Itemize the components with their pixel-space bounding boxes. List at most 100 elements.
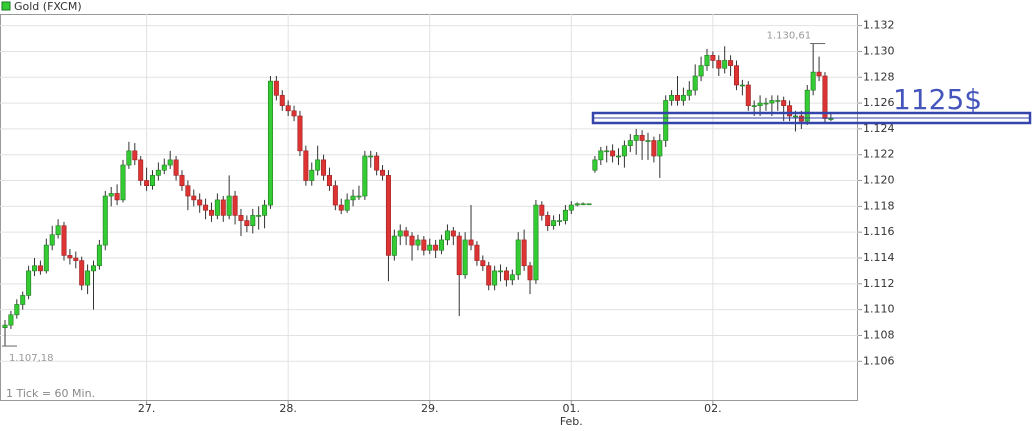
- candle-body: [226, 195, 232, 216]
- candle-body: [391, 235, 397, 256]
- candle-body: [492, 270, 498, 286]
- candle-body: [326, 175, 332, 186]
- candle-body: [397, 230, 403, 237]
- candle-body: [279, 95, 285, 106]
- candle-body: [728, 60, 734, 66]
- candle-body: [804, 89, 810, 122]
- y-tick-label: 1.108: [863, 328, 895, 341]
- candle-body: [120, 164, 126, 201]
- candle-body: [751, 105, 757, 107]
- candle-body: [781, 100, 787, 106]
- y-tick-label: 1.106: [863, 354, 895, 367]
- candle-body: [32, 265, 38, 272]
- candle-body: [8, 314, 14, 326]
- candle-body: [244, 220, 250, 227]
- candle-body: [775, 100, 781, 102]
- candle-body: [37, 265, 43, 272]
- candle-body: [521, 239, 527, 267]
- candle-body: [108, 193, 114, 197]
- candle-body: [155, 169, 161, 176]
- candle-body: [208, 209, 214, 216]
- candle-body: [610, 150, 616, 157]
- candle-body: [763, 102, 769, 105]
- candle-body: [433, 244, 439, 251]
- candle-body: [20, 295, 26, 305]
- candle-body: [350, 195, 356, 201]
- candle-body: [291, 110, 297, 117]
- candle-body: [663, 100, 669, 141]
- candle-body: [385, 175, 391, 256]
- candle-body: [462, 239, 468, 276]
- candle-body: [468, 239, 474, 246]
- candle-body: [439, 239, 445, 251]
- candle-body: [203, 204, 209, 211]
- candle-body: [332, 185, 338, 206]
- y-tick-label: 1.122: [863, 148, 895, 161]
- candle-body: [503, 270, 509, 281]
- candle-body: [533, 204, 539, 281]
- annotation: 1125$: [893, 83, 982, 116]
- x-tick-label: 02.: [704, 402, 722, 415]
- candle-body: [568, 204, 574, 211]
- candle-body: [551, 220, 557, 227]
- candle-body: [285, 105, 291, 112]
- candle-body: [686, 89, 692, 96]
- candle-body: [61, 225, 67, 256]
- candle-body: [580, 203, 586, 206]
- y-tick-label: 1.114: [863, 251, 895, 264]
- candle-body: [822, 75, 828, 119]
- candle-body: [2, 324, 8, 329]
- candle-body: [657, 140, 663, 157]
- candle-body: [616, 155, 622, 158]
- candle-body: [486, 265, 492, 286]
- candle-body: [114, 193, 120, 201]
- extreme-label: 1.130,61: [767, 31, 812, 42]
- candle-body: [792, 115, 798, 118]
- candle-body: [722, 60, 728, 69]
- candle-body: [633, 135, 639, 141]
- candle-body: [380, 169, 386, 176]
- marks: 1.106 1.108 1.110 1.112 1.114 1.116 1.118 1.120…: [0, 14, 895, 428]
- extreme-label: 1.107,18: [9, 353, 54, 364]
- candle-body: [639, 135, 645, 141]
- candle-body: [409, 235, 415, 246]
- candle-body: [545, 215, 551, 227]
- candle-body: [197, 199, 203, 206]
- candle-body: [338, 204, 344, 211]
- candle-body: [509, 274, 515, 281]
- candle-body: [374, 155, 380, 171]
- candle-body: [144, 180, 150, 186]
- candle-body: [256, 215, 262, 217]
- candle-body: [627, 140, 633, 146]
- candle-body: [480, 260, 486, 267]
- candle-body: [562, 209, 568, 221]
- chart-title: Gold (FXCM): [14, 0, 82, 13]
- candle-body: [586, 203, 592, 206]
- candle-body: [85, 270, 91, 286]
- candle-body: [474, 244, 480, 261]
- y-tick-label: 1.132: [863, 19, 895, 32]
- candle-body: [126, 150, 132, 166]
- candle-body: [421, 239, 427, 251]
- candle-body: [132, 150, 138, 161]
- x-tick-label: 29.: [421, 402, 439, 415]
- candle-body: [161, 164, 167, 171]
- candle-body: [250, 215, 256, 227]
- candle-body: [79, 260, 85, 286]
- candle-body: [557, 220, 563, 222]
- candle-body: [828, 118, 834, 120]
- candle-body: [674, 95, 680, 101]
- candle-body: [96, 244, 102, 267]
- candle-body: [43, 244, 49, 272]
- x-tick-label: 28.: [279, 402, 297, 415]
- candle-body: [167, 159, 173, 166]
- candle-body: [698, 65, 704, 77]
- candle-body: [267, 80, 273, 206]
- candle-body: [498, 270, 504, 273]
- candle-body: [179, 175, 185, 186]
- candle-body: [356, 195, 362, 198]
- x-tick-label: 27.: [138, 402, 156, 415]
- candle-body: [102, 195, 108, 246]
- y-tick-label: 1.112: [863, 277, 895, 290]
